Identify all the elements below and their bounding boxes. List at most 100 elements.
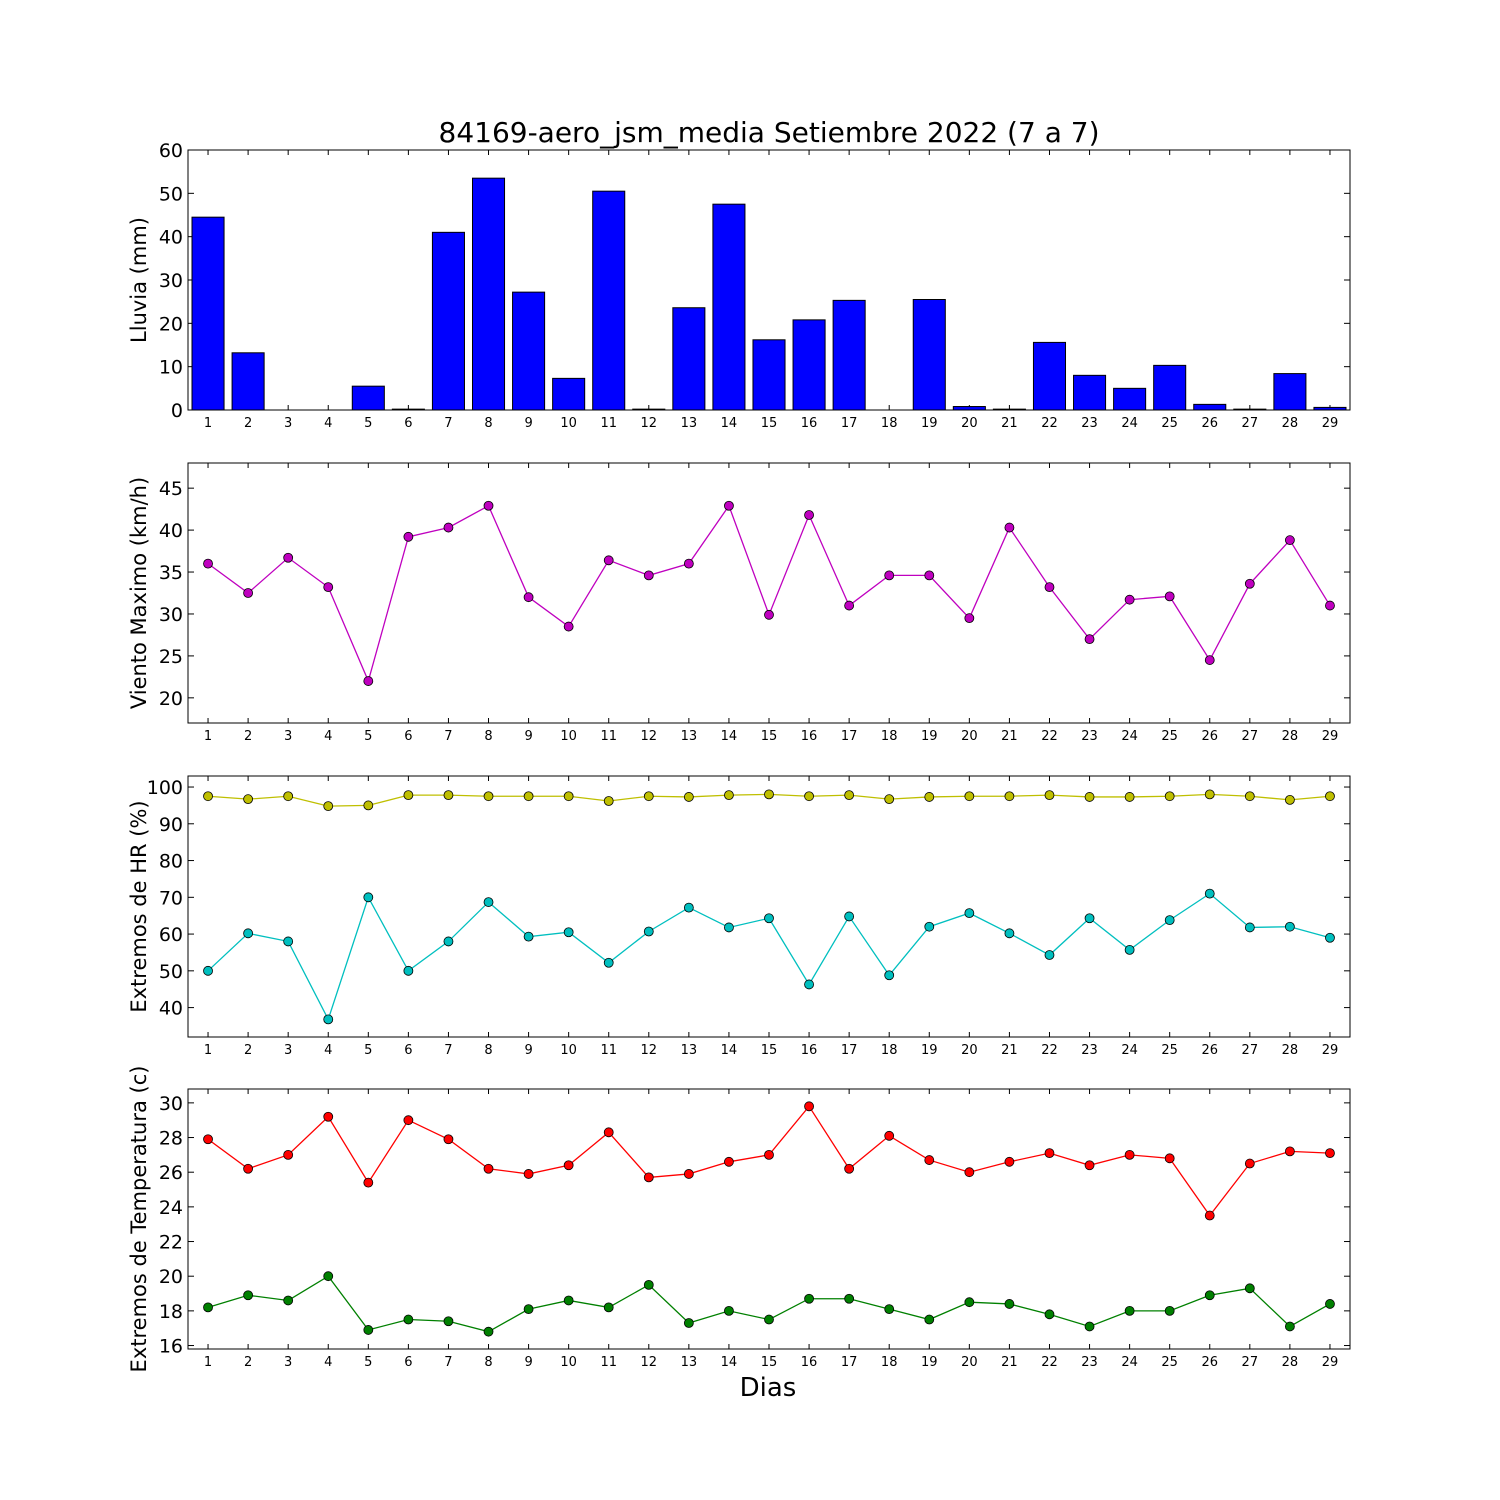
x-tick-label: 11	[600, 729, 617, 744]
x-tick-label: 11	[600, 1355, 617, 1370]
data-point	[1044, 790, 1055, 801]
data-point	[804, 979, 814, 990]
data-point	[1284, 1146, 1295, 1157]
data-point	[1204, 789, 1215, 800]
data-point	[764, 913, 774, 924]
data-point	[1325, 1299, 1335, 1309]
data-point	[844, 1163, 855, 1174]
x-tick-label: 15	[761, 1355, 778, 1370]
x-tick-label: 25	[1161, 416, 1178, 431]
x-tick-label: 23	[1081, 416, 1098, 431]
data-point	[203, 558, 213, 569]
data-point	[1084, 1321, 1095, 1332]
x-tick-label: 11	[600, 1043, 617, 1058]
data-point	[1124, 1149, 1135, 1160]
data-point	[683, 1169, 694, 1179]
data-point	[724, 790, 734, 801]
bar	[632, 408, 666, 411]
data-point	[1284, 794, 1295, 805]
y-tick-label: 28	[159, 1128, 183, 1150]
data-point	[844, 600, 855, 611]
data-point	[243, 1163, 254, 1174]
y-tick-label: 24	[159, 1197, 183, 1219]
data-point	[764, 1149, 774, 1160]
data-point	[323, 1111, 334, 1122]
y-tick-label: 40	[159, 520, 183, 542]
data-point	[884, 570, 895, 581]
data-point	[643, 1279, 654, 1290]
data-point	[764, 1314, 774, 1325]
data-point	[804, 1293, 814, 1304]
x-tick-label: 19	[921, 729, 938, 744]
x-tick-label: 2	[244, 1355, 252, 1370]
data-point	[1164, 591, 1175, 602]
x-tick-label: 7	[444, 729, 452, 744]
data-point	[964, 908, 975, 919]
y-tick-label: 35	[159, 562, 183, 584]
data-point	[1244, 922, 1255, 933]
data-point	[283, 1295, 294, 1306]
data-point	[203, 791, 213, 802]
data-point	[1124, 594, 1135, 605]
x-tick-label: 17	[841, 729, 858, 744]
data-point	[724, 1156, 734, 1167]
x-tick-label: 12	[641, 416, 658, 431]
x-tick-label: 13	[681, 1043, 698, 1058]
x-tick-label: 28	[1282, 729, 1299, 744]
y-axis-label: Extremos de Temperatura (c)	[127, 1066, 151, 1373]
data-point	[1004, 791, 1015, 802]
data-point	[563, 1295, 574, 1306]
data-point	[1044, 1148, 1055, 1159]
data-point	[603, 555, 614, 566]
x-tick-label: 15	[761, 729, 778, 744]
data-point	[363, 1325, 374, 1335]
x-tick-label: 9	[524, 1355, 532, 1370]
x-tick-label: 4	[324, 729, 332, 744]
y-axis-label: Viento Maximo (km/h)	[127, 477, 151, 709]
x-tick-label: 26	[1201, 1355, 1218, 1370]
data-point	[563, 927, 574, 938]
x-tick-label: 3	[284, 729, 292, 744]
data-point	[1084, 1160, 1095, 1171]
data-point	[1124, 792, 1135, 802]
bar	[752, 339, 786, 411]
data-point	[563, 621, 574, 632]
data-point	[764, 789, 774, 800]
x-tick-label: 9	[524, 1043, 532, 1058]
y-tick-label: 50	[159, 183, 183, 205]
x-tick-label: 19	[921, 416, 938, 431]
data-point	[403, 1314, 414, 1325]
x-tick-label: 6	[404, 416, 412, 431]
x-tick-label: 9	[524, 416, 532, 431]
data-point	[243, 928, 254, 939]
x-tick-label: 4	[324, 1043, 332, 1058]
x-tick-label: 13	[681, 1355, 698, 1370]
chart-title: 84169-aero_jsm_media Setiembre 2022 (7 a…	[439, 116, 1100, 149]
data-point	[683, 792, 694, 802]
bar	[592, 190, 626, 411]
x-tick-label: 2	[244, 416, 252, 431]
data-point	[1004, 1156, 1015, 1167]
bar	[1153, 364, 1187, 411]
y-tick-label: 22	[159, 1232, 183, 1254]
data-point	[844, 1293, 855, 1304]
x-tick-label: 10	[560, 1043, 577, 1058]
y-tick-label: 40	[159, 998, 183, 1020]
data-point	[283, 936, 294, 947]
data-point	[363, 892, 374, 903]
x-tick-label: 4	[324, 416, 332, 431]
x-axis-label: Dias	[740, 1373, 797, 1403]
x-tick-label: 4	[324, 1355, 332, 1370]
x-tick-label: 18	[881, 1043, 898, 1058]
x-tick-label: 17	[841, 1355, 858, 1370]
y-tick-label: 30	[159, 270, 183, 292]
data-point	[1084, 634, 1095, 645]
data-point	[443, 936, 454, 947]
data-point	[603, 957, 614, 968]
x-tick-label: 6	[404, 1355, 412, 1370]
y-tick-label: 26	[159, 1162, 183, 1184]
x-tick-label: 15	[761, 416, 778, 431]
data-point	[924, 1314, 935, 1325]
